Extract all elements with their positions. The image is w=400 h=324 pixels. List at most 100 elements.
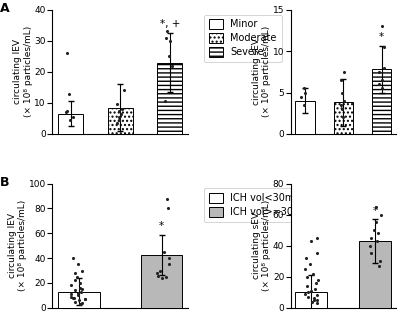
Point: [378, 212, 384, 217]
Point: [307, 262, 313, 267]
Point: [163, 35, 170, 40]
Point: [78, 286, 85, 292]
Bar: [295, 292, 327, 308]
Point: [66, 117, 73, 122]
Text: B: B: [0, 176, 10, 189]
Point: [72, 271, 78, 276]
Point: [164, 196, 170, 201]
Point: [77, 285, 84, 291]
Point: [372, 204, 379, 210]
Point: [372, 220, 379, 225]
Point: [338, 90, 345, 95]
Y-axis label: circulating IEV
(× 10⁸ particles/mL): circulating IEV (× 10⁸ particles/mL): [14, 26, 33, 117]
Point: [381, 44, 388, 50]
Point: [163, 274, 170, 279]
Point: [340, 115, 346, 120]
Point: [307, 288, 314, 293]
Text: *: *: [159, 221, 164, 231]
Point: [341, 98, 347, 103]
Bar: [359, 241, 391, 308]
Point: [164, 29, 170, 34]
Point: [155, 273, 162, 278]
Point: [66, 91, 72, 96]
Point: [161, 249, 168, 255]
Point: [307, 238, 314, 244]
Point: [75, 293, 81, 298]
Point: [70, 295, 76, 300]
Point: [68, 283, 74, 288]
Point: [62, 110, 69, 115]
Point: [379, 86, 385, 91]
Point: [76, 301, 83, 307]
Point: [166, 262, 172, 267]
Text: *: *: [379, 32, 384, 42]
Legend: ICH vol<30mL, ICH vol>=30mL: ICH vol<30mL, ICH vol>=30mL: [204, 189, 313, 222]
Point: [314, 301, 320, 306]
Point: [167, 38, 174, 43]
Point: [314, 293, 321, 298]
Point: [301, 102, 308, 108]
Text: *: *: [373, 206, 378, 215]
Point: [302, 256, 309, 261]
Point: [381, 65, 387, 70]
Point: [376, 263, 382, 269]
Point: [68, 294, 75, 299]
Point: [368, 235, 374, 240]
Y-axis label: circulating sEV
(× 10⁸ particles/mL): circulating sEV (× 10⁸ particles/mL): [252, 200, 272, 291]
Point: [71, 295, 77, 300]
Point: [314, 277, 321, 283]
Point: [166, 256, 173, 261]
Point: [168, 63, 175, 68]
Point: [118, 111, 124, 116]
Point: [70, 256, 76, 261]
Bar: [158, 63, 182, 134]
Point: [377, 259, 383, 264]
Point: [341, 69, 348, 75]
Point: [72, 299, 79, 304]
Point: [76, 298, 82, 303]
Point: [70, 114, 76, 120]
Point: [63, 108, 70, 113]
Point: [375, 231, 382, 236]
Y-axis label: circulating sEV
(× 10⁸ particles/mL): circulating sEV (× 10⁸ particles/mL): [252, 26, 272, 117]
Point: [72, 278, 78, 283]
Point: [74, 274, 81, 279]
Legend: Minor, Moderate, Severe: Minor, Moderate, Severe: [204, 15, 282, 62]
Point: [305, 290, 311, 295]
Point: [154, 271, 160, 276]
Point: [371, 227, 377, 233]
Point: [77, 280, 83, 285]
Point: [298, 94, 304, 99]
Point: [159, 275, 166, 281]
Point: [313, 280, 319, 285]
Point: [166, 54, 172, 59]
Y-axis label: circulating IEV
(× 10⁸ particles/mL): circulating IEV (× 10⁸ particles/mL): [8, 200, 27, 291]
Point: [82, 296, 89, 302]
Point: [309, 299, 315, 304]
Point: [378, 24, 385, 29]
Point: [301, 86, 308, 91]
Bar: [295, 101, 314, 134]
Point: [302, 90, 308, 95]
Point: [116, 114, 122, 120]
Point: [373, 238, 380, 244]
Point: [376, 82, 382, 87]
Point: [165, 206, 172, 211]
Point: [75, 262, 81, 267]
Point: [367, 243, 373, 248]
Point: [68, 292, 74, 297]
Point: [78, 289, 84, 294]
Point: [302, 266, 308, 272]
Bar: [372, 69, 391, 134]
Point: [121, 88, 127, 93]
Point: [116, 108, 123, 113]
Text: A: A: [0, 2, 10, 15]
Bar: [334, 102, 353, 134]
Point: [64, 51, 70, 56]
Point: [314, 251, 320, 256]
Point: [116, 117, 122, 122]
Point: [311, 296, 317, 301]
Point: [114, 102, 120, 107]
Point: [309, 271, 316, 276]
Bar: [58, 114, 83, 134]
